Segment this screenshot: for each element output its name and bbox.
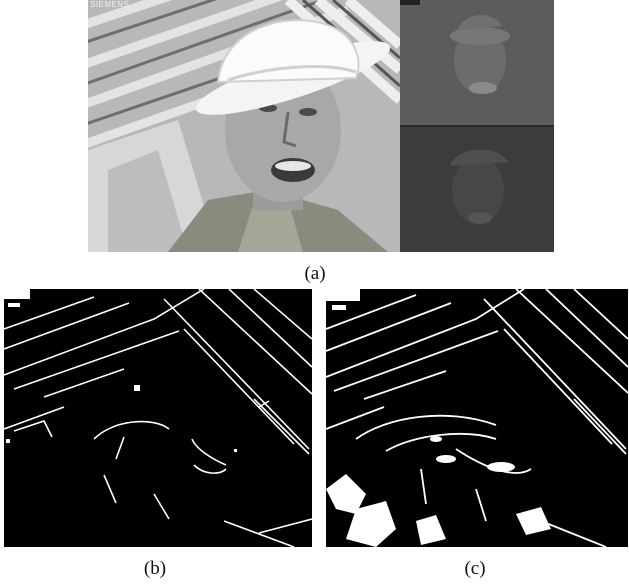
- caption-c: (c): [464, 558, 486, 579]
- siemens-watermark: SIEMENS: [90, 0, 130, 9]
- caption-b: (b): [143, 558, 167, 579]
- video-frame-composite: SIEMENS: [88, 0, 554, 252]
- edge-map-b: [4, 289, 312, 547]
- edge-map-c-illustration: [326, 289, 628, 547]
- video-frame-illustration: [88, 0, 554, 252]
- caption-a: (a): [304, 263, 326, 284]
- edge-map-c: [326, 289, 628, 547]
- edge-map-b-illustration: [4, 289, 312, 547]
